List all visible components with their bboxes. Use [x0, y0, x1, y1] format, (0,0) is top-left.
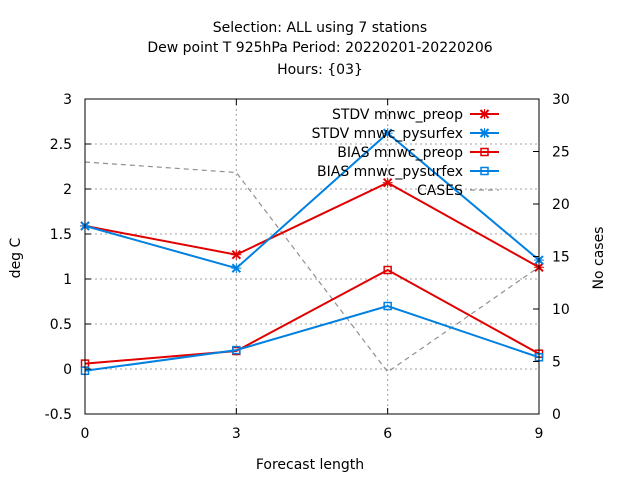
chart-title-line-1: Selection: ALL using 7 stations — [212, 20, 428, 36]
legend-entry: STDV mnwc_preop — [332, 107, 499, 123]
y-tick-label: 1.5 — [50, 227, 72, 243]
data-point — [231, 263, 242, 274]
y2-tick-label: 10 — [552, 302, 570, 318]
y2-tick-label: 15 — [552, 250, 570, 266]
y2-tick-label: 20 — [552, 197, 570, 213]
legend-swatch-marker — [479, 109, 490, 119]
y-tick-label: 1 — [63, 272, 72, 288]
data-point — [231, 249, 242, 260]
y-tick-label: -0.5 — [45, 407, 72, 423]
legend-entry: BIAS mnwc_preop — [337, 145, 499, 161]
series-line — [84, 161, 540, 373]
y-tick-label: 3 — [63, 92, 72, 108]
chart-title-line-2: Dew point T 925hPa Period: 20220201-2022… — [147, 40, 493, 56]
legend-entry: BIAS mnwc_pysurfex — [317, 164, 499, 180]
x-tick-label: 3 — [232, 426, 241, 442]
y2-axis-label: No cases — [591, 227, 607, 290]
legend-swatch-marker — [480, 147, 489, 157]
legend-swatch-marker — [479, 128, 490, 138]
data-point — [382, 128, 393, 139]
y-tick-label: 2.5 — [50, 137, 72, 153]
y-tick-label: 2 — [63, 182, 72, 198]
legend-swatch-marker — [480, 166, 489, 176]
series-line — [84, 131, 540, 270]
y-tick-label: 0.5 — [50, 317, 72, 333]
legend-label: STDV mnwc_pysurfex — [312, 126, 463, 142]
grid — [85, 99, 539, 414]
legend-label: CASES — [417, 183, 463, 199]
legend: STDV mnwc_preop STDV mnwc_pysurfex BIAS mn… — [293, 107, 531, 199]
x-tick-label: 6 — [383, 426, 392, 442]
legend-backing — [293, 181, 531, 199]
x-tick-label: 9 — [535, 426, 544, 442]
legend-label: BIAS mnwc_pysurfex — [317, 164, 463, 180]
y2-tick-label: 5 — [552, 355, 561, 371]
x-axis-label: Forecast length — [256, 457, 364, 473]
data-point — [383, 265, 392, 275]
series-cases — [84, 161, 540, 373]
legend-entry: STDV mnwc_pysurfex — [312, 126, 499, 142]
series-line — [84, 304, 540, 372]
series-line — [84, 181, 540, 269]
data-point — [382, 177, 393, 188]
x-tick-label: 0 — [81, 426, 90, 442]
chart-title-line-3: Hours: {03} — [277, 62, 363, 78]
legend-label: BIAS mnwc_preop — [337, 145, 463, 161]
series-bias-mnwc-preop — [80, 265, 544, 368]
y2-tick-label: 25 — [552, 145, 570, 161]
y2-tick-label: 0 — [552, 407, 561, 423]
legend-entry: CASES — [293, 181, 531, 199]
legend-label: STDV mnwc_preop — [332, 107, 463, 123]
data-point — [232, 345, 241, 355]
y-axis-label: deg C — [8, 237, 24, 278]
series-line — [84, 268, 540, 365]
data-point — [383, 301, 392, 311]
y-tick-label: 0 — [63, 362, 72, 378]
y2-tick-label: 30 — [552, 92, 570, 108]
